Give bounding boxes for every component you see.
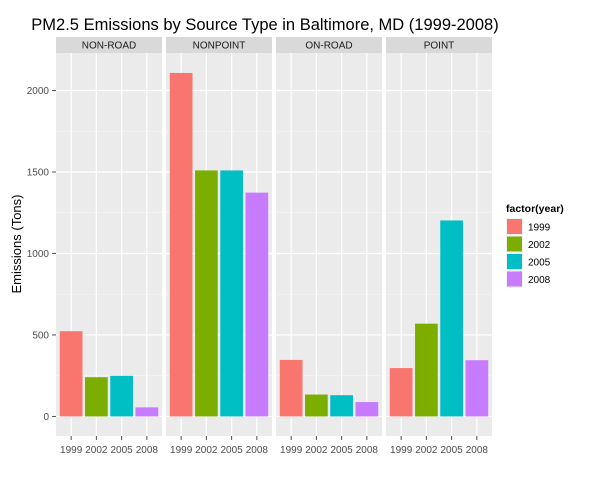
x-tick-label: 2005	[440, 445, 463, 456]
legend: factor(year) 1999 2002 2005 2008	[506, 203, 564, 288]
y-tick-label: 500	[32, 330, 49, 341]
bar-point-1999	[389, 368, 413, 417]
bar-nonpoint-2002	[195, 170, 218, 417]
bar-nonpoint-2008	[245, 192, 269, 417]
x-tick-label: 2008	[466, 445, 489, 456]
x-tick-label: 2005	[110, 445, 133, 456]
x-tick-label: 1999	[280, 445, 303, 456]
x-tick-label: 2002	[415, 445, 438, 456]
bar-on-road-2002	[305, 394, 328, 417]
y-tick-label: 1500	[27, 167, 50, 178]
bar-non-road-2008	[135, 407, 159, 417]
bar-non-road-2002	[85, 377, 108, 417]
x-tick-label: 2008	[356, 445, 379, 456]
bar-on-road-2008	[355, 402, 379, 417]
bar-point-2005	[440, 220, 463, 417]
bar-non-road-1999	[59, 331, 83, 417]
x-tick-label: 2002	[305, 445, 328, 456]
legend-swatch-2008	[507, 271, 522, 287]
facet-strip-label: ON-ROAD	[305, 41, 352, 52]
facet-strip	[276, 37, 382, 53]
x-tick-label: 1999	[60, 445, 83, 456]
facet-panel-point: POINT 1999 2002 2005 2008	[386, 37, 492, 456]
facet-strip-label: NON-ROAD	[82, 41, 136, 52]
bar-on-road-1999	[279, 359, 303, 417]
x-tick-label: 2002	[195, 445, 218, 456]
facet-panel-non-road: NON-ROAD 1999 2002 2005 2008	[56, 37, 162, 456]
legend-swatch-2005	[507, 254, 522, 269]
bar-nonpoint-2005	[220, 170, 243, 417]
legend-label: 1999	[528, 223, 551, 234]
facet-strip-label: NONPOINT	[193, 41, 246, 52]
legend-label: 2008	[528, 275, 551, 286]
legend-title: factor(year)	[506, 203, 564, 215]
y-tick-label: 0	[43, 412, 49, 423]
x-tick-label: 2005	[330, 445, 353, 456]
x-tick-label: 2005	[220, 445, 243, 456]
legend-swatch-2002	[507, 236, 522, 252]
facet-strip	[56, 37, 162, 53]
x-tick-label: 2002	[85, 445, 108, 456]
y-axis-label: Emissions (Tons)	[9, 195, 24, 294]
x-tick-label: 1999	[170, 445, 193, 456]
x-tick-label: 2008	[136, 445, 159, 456]
bar-on-road-2005	[330, 395, 353, 417]
bar-non-road-2005	[110, 375, 133, 417]
y-tick-label: 2000	[27, 86, 50, 97]
bar-point-2002	[415, 323, 438, 417]
legend-label: 2005	[528, 258, 551, 269]
facet-panel-nonpoint: NONPOINT 1999 2002 2005 2008	[166, 37, 272, 456]
y-tick-label: 1000	[27, 249, 50, 260]
facet-panel-on-road: ON-ROAD 1999 2002 2005 2008	[276, 37, 382, 456]
x-tick-label: 1999	[390, 445, 413, 456]
legend-swatch-1999	[507, 219, 522, 234]
legend-label: 2002	[528, 240, 551, 251]
bar-point-2008	[465, 360, 489, 417]
x-tick-label: 2008	[246, 445, 269, 456]
facet-strip	[386, 37, 492, 53]
bar-nonpoint-1999	[169, 72, 193, 417]
chart-title: PM2.5 Emissions by Source Type in Baltim…	[31, 16, 498, 34]
facet-strip	[166, 37, 272, 53]
facet-strip-label: POINT	[424, 41, 455, 52]
